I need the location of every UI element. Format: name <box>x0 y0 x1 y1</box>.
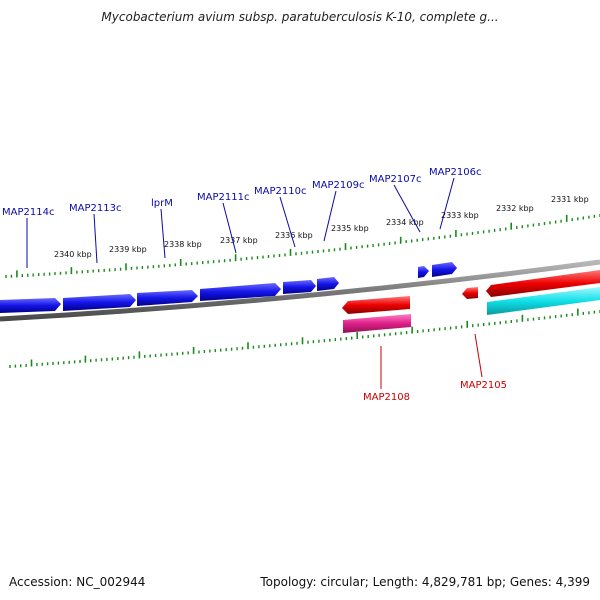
gene-map2114c[interactable] <box>0 298 61 313</box>
ruler-label: 2339 kbp <box>109 245 147 254</box>
gene-label[interactable]: MAP2114c <box>2 207 54 218</box>
reverse-strand <box>342 270 600 333</box>
leader-line <box>222 202 237 254</box>
gene-map2105[interactable] <box>462 287 478 299</box>
outer-ruler <box>5 214 600 278</box>
gene-label[interactable]: MAP2106c <box>429 167 481 178</box>
gene-map2106c[interactable] <box>432 262 457 277</box>
leader-line <box>279 196 296 248</box>
gene-map2107c[interactable] <box>418 266 429 278</box>
gene-label[interactable]: MAP2113c <box>69 203 121 214</box>
accession-text: Accession: NC_002944 <box>9 575 146 589</box>
ruler-label: 2337 kbp <box>220 236 258 245</box>
gene-label[interactable]: MAP2109c <box>312 180 364 191</box>
ruler-labels: 2340 kbp 2339 kbp 2338 kbp 2337 kbp 2336… <box>54 195 589 259</box>
gene-label[interactable]: MAP2110c <box>254 186 306 197</box>
genome-backbone <box>0 259 600 322</box>
feature-magenta[interactable] <box>343 314 411 333</box>
reverse-gene-labels: MAP2108 MAP2105 <box>363 380 507 403</box>
gene-map2109c[interactable] <box>317 277 339 291</box>
gene-label[interactable]: MAP2108 <box>363 392 410 403</box>
leader-line <box>439 177 455 230</box>
ruler-label: 2336 kbp <box>275 231 313 240</box>
leader-line <box>323 190 337 242</box>
ruler-label: 2333 kbp <box>441 211 479 220</box>
forward-strand <box>0 262 457 313</box>
leader-line <box>160 208 166 259</box>
gene-map2110c[interactable] <box>283 280 316 294</box>
gene-label[interactable]: lprM <box>151 198 173 209</box>
genome-summary-text: Topology: circular; Length: 4,829,781 bp… <box>260 575 590 589</box>
forward-leader-lines <box>26 177 455 268</box>
leader-line <box>474 333 483 378</box>
gene-map2111c[interactable] <box>200 283 281 301</box>
forward-gene-labels: MAP2114c MAP2113c lprM MAP2111c MAP2110c… <box>2 167 481 218</box>
ruler-label: 2332 kbp <box>496 204 534 213</box>
gene-label[interactable]: MAP2105 <box>460 380 507 391</box>
gene-lprm[interactable] <box>137 290 198 306</box>
gene-map2105-extended[interactable] <box>486 270 600 297</box>
ruler-label: 2340 kbp <box>54 250 92 259</box>
gene-label[interactable]: MAP2107c <box>369 174 421 185</box>
inner-ruler <box>9 308 600 368</box>
leader-line <box>393 184 421 233</box>
ruler-label: 2331 kbp <box>551 195 589 204</box>
reverse-leader-lines <box>380 333 483 389</box>
gene-map2108[interactable] <box>342 296 410 314</box>
ruler-label: 2334 kbp <box>386 218 424 227</box>
map-title: Mycobacterium avium subsp. paratuberculo… <box>101 10 499 24</box>
feature-cyan[interactable] <box>487 287 600 315</box>
ruler-label: 2335 kbp <box>331 224 369 233</box>
leader-line <box>93 213 98 264</box>
ruler-label: 2338 kbp <box>164 240 202 249</box>
gene-label[interactable]: MAP2111c <box>197 192 249 203</box>
gene-map2113c[interactable] <box>63 294 136 311</box>
